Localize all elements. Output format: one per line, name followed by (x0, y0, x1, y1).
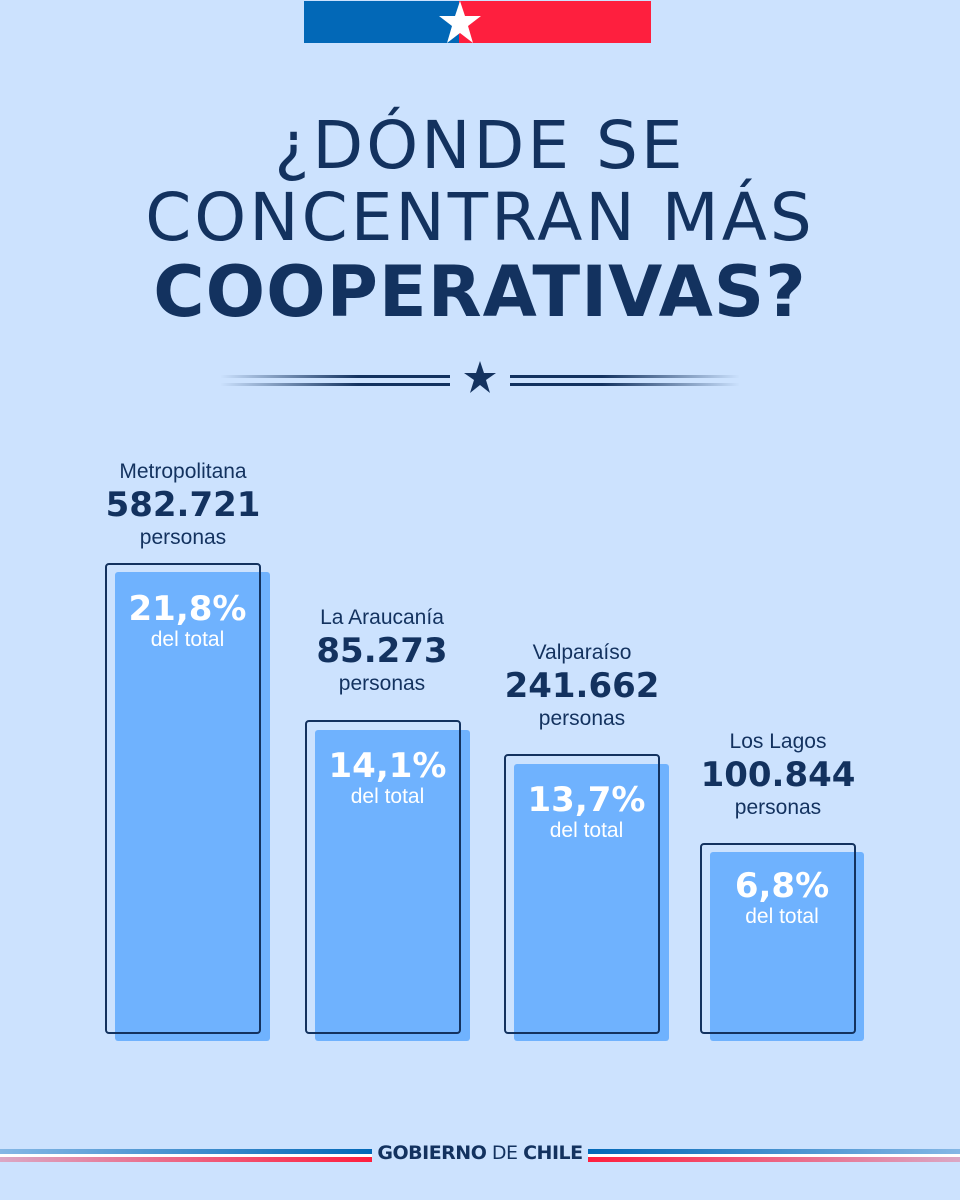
footer-brand: GOBIERNO DE CHILE (0, 1140, 960, 1170)
divider-line (510, 383, 740, 386)
title-line-2: CONCENTRAN MÁS (145, 179, 815, 256)
title-line-1: ¿DÓNDE SE (274, 107, 686, 184)
region-label-la-araucania: La Araucanía 85.273 personas (292, 606, 472, 696)
region-label-metropolitana: Metropolitana 582.721 personas (93, 460, 273, 550)
percent-los-lagos: 6,8% del total (700, 867, 864, 929)
percent-label: del total (350, 785, 425, 808)
bar-la-araucania (315, 730, 470, 1041)
bar-outline (700, 843, 856, 1034)
flag-red-field (459, 1, 651, 43)
bar-outline (105, 563, 261, 1034)
region-name: Los Lagos (729, 730, 827, 753)
flag-blue-field (304, 1, 459, 43)
bar-outline (504, 754, 660, 1034)
page-title: ¿DÓNDE SE CONCENTRAN MÁS COOPERATIVAS? (0, 107, 960, 333)
divider-line (220, 383, 450, 386)
divider-line (510, 375, 740, 378)
percent-value: 13,7% (527, 780, 646, 820)
percent-value: 6,8% (734, 866, 830, 906)
percent-valparaiso: 13,7% del total (504, 781, 669, 843)
divider-line (220, 375, 450, 378)
footer-stripe-white (0, 1154, 372, 1157)
region-count: 241.662 (504, 666, 660, 706)
percent-metropolitana: 21,8% del total (105, 590, 270, 652)
region-unit: personas (139, 526, 227, 549)
region-label-valparaiso: Valparaíso 241.662 personas (492, 641, 672, 731)
title-line-3: COOPERATIVAS? (153, 251, 807, 333)
region-unit: personas (734, 796, 822, 819)
bar-outline (305, 720, 461, 1034)
percent-value: 21,8% (128, 589, 247, 629)
percent-label: del total (745, 905, 819, 928)
percent-value: 14,1% (328, 746, 447, 786)
region-count: 85.273 (316, 631, 448, 671)
footer-stripe-blue (0, 1149, 372, 1154)
region-count: 582.721 (105, 485, 261, 525)
region-name: Metropolitana (119, 460, 247, 483)
gobierno-de-chile-logo: GOBIERNO DE CHILE (372, 1142, 588, 1164)
region-name: Valparaíso (532, 641, 632, 664)
bar-los-lagos (710, 852, 864, 1041)
bar-valparaiso (514, 764, 669, 1041)
brand-word-chile: CHILE (523, 1142, 583, 1164)
footer-stripe-white (588, 1154, 960, 1157)
region-label-los-lagos: Los Lagos 100.844 personas (688, 730, 868, 820)
percent-label: del total (150, 628, 225, 651)
region-name: La Araucanía (320, 606, 444, 629)
star-icon (464, 361, 496, 393)
bar-metropolitana (115, 572, 270, 1041)
footer-stripe-red (588, 1157, 960, 1162)
footer-stripe-red (0, 1157, 372, 1162)
brand-word-gobierno: GOBIERNO (377, 1142, 487, 1164)
percent-la-araucania: 14,1% del total (305, 747, 470, 809)
region-unit: personas (338, 672, 426, 695)
star-icon (439, 1, 481, 43)
region-count: 100.844 (700, 755, 856, 795)
chile-flag-banner (304, 1, 651, 43)
star-divider (220, 360, 740, 400)
footer-stripe-blue (588, 1149, 960, 1154)
percent-label: del total (549, 819, 624, 842)
brand-word-de: DE (491, 1142, 518, 1164)
region-unit: personas (538, 707, 626, 730)
